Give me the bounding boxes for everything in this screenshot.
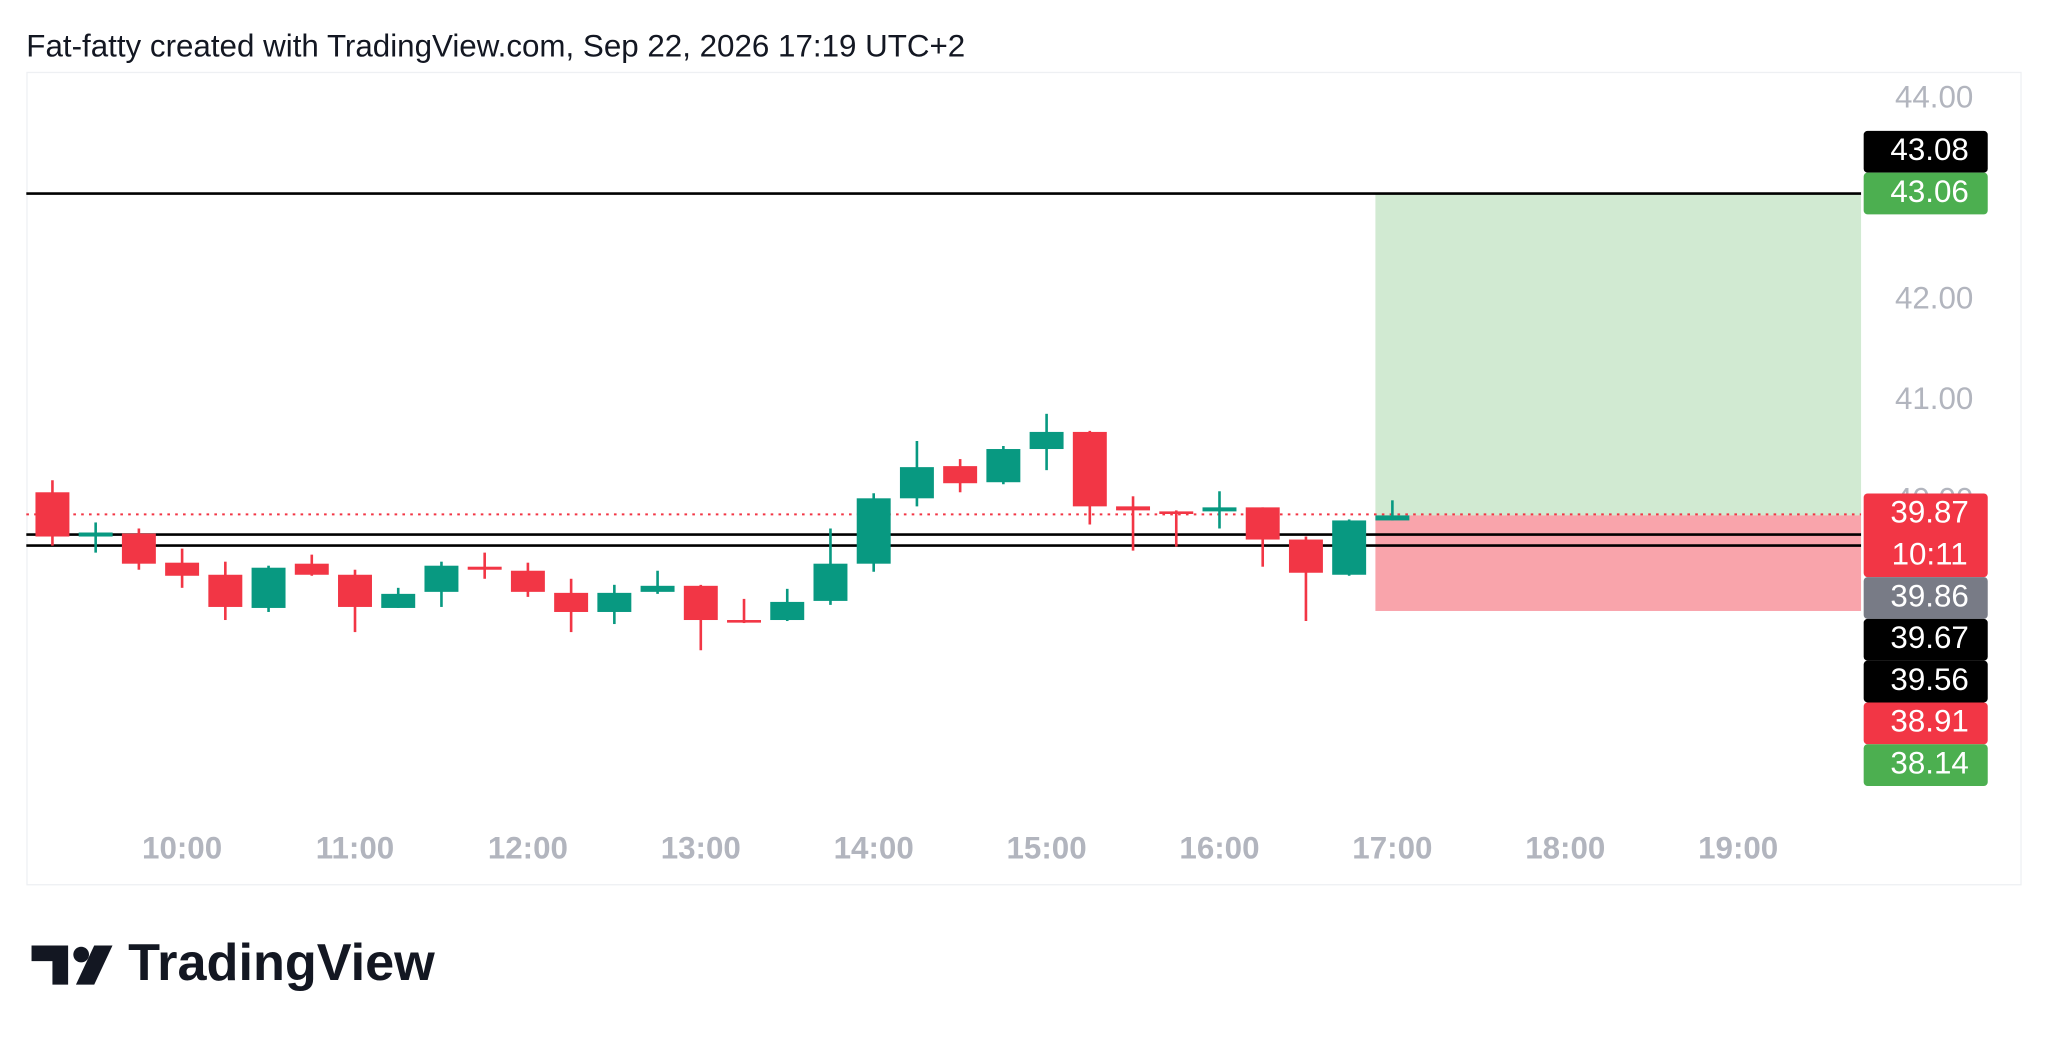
logo-mark — [31, 945, 69, 985]
candle-body — [251, 567, 286, 608]
x-tick-label: 17:00 — [1352, 830, 1432, 865]
x-tick-label: 16:00 — [1179, 830, 1259, 865]
x-tick-label: 15:00 — [1007, 830, 1087, 865]
price-label-box — [1863, 493, 1988, 578]
candle-body — [338, 574, 372, 607]
price-label-text: 38.91 — [1890, 704, 1968, 739]
candle-body — [1332, 520, 1367, 575]
candle-body — [1245, 507, 1280, 540]
countdown: 10:11 — [1892, 536, 1968, 571]
candle-body — [770, 601, 805, 621]
candle-body — [35, 492, 70, 537]
candle-body — [208, 574, 243, 607]
price-label-text: 39.67 — [1890, 620, 1968, 655]
price-label-text: 43.08 — [1890, 132, 1968, 167]
x-tick-label: 19:00 — [1698, 830, 1778, 865]
price-label-box — [1863, 702, 1988, 745]
price-label-box — [1863, 577, 1988, 619]
price-label: 38.91 — [1863, 702, 1988, 745]
price-label-text: 43.06 — [1890, 174, 1968, 209]
candle-body — [597, 592, 632, 612]
logo-mark — [75, 945, 113, 985]
candle-body — [856, 498, 891, 564]
candle-body — [943, 466, 978, 484]
candle-body — [986, 449, 1021, 483]
candle-body — [467, 566, 502, 570]
x-tick-label: 10:00 — [142, 830, 222, 865]
price-label-box — [1863, 172, 1988, 215]
price-label: 39.86 — [1863, 577, 1988, 619]
candle-body — [121, 533, 156, 564]
x-tick-label: 14:00 — [834, 830, 914, 865]
price-label-text: 39.87 — [1890, 495, 1968, 530]
logo-mark — [73, 946, 89, 963]
price-label-box — [1863, 618, 1988, 661]
candle-body — [640, 585, 675, 592]
x-tick-label: 12:00 — [488, 830, 568, 865]
x-tick-label: 13:00 — [661, 830, 741, 865]
price-label-box — [1863, 744, 1988, 787]
candle-body — [1072, 431, 1107, 507]
y-tick-label: 41.00 — [1895, 381, 1973, 416]
price-label-text: 38.14 — [1890, 745, 1968, 780]
candle-body — [554, 592, 589, 612]
candle-body — [1029, 431, 1064, 450]
plot: 44.0043.0042.0041.0040.0039.0038.0010:00… — [26, 79, 1988, 865]
candle-body — [424, 565, 459, 592]
candle-body — [294, 563, 329, 575]
y-tick-label: 42.00 — [1895, 280, 1973, 315]
brand-logo: TradingView — [31, 934, 435, 992]
candle-body — [1202, 507, 1237, 512]
x-tick-label: 18:00 — [1525, 830, 1605, 865]
profit-zone — [1375, 193, 1862, 516]
price-label-box — [1863, 130, 1988, 173]
brand-name: TradingView — [128, 934, 435, 992]
price-label: 39.87 10:11 — [1863, 493, 1988, 578]
price-label: 39.67 — [1863, 618, 1988, 661]
candle-body — [510, 570, 545, 592]
candle-body — [813, 563, 848, 601]
chart-title: Fat-fatty created with TradingView.com, … — [26, 29, 965, 64]
candle-body — [1159, 511, 1194, 515]
price-label: 38.14 — [1863, 744, 1988, 787]
price-label-text: 39.86 — [1890, 578, 1968, 613]
price-label-text: 39.56 — [1890, 662, 1968, 697]
x-tick-label: 11:00 — [316, 830, 394, 865]
candle-body — [1375, 515, 1410, 521]
candle-body — [1116, 506, 1151, 511]
loss-zone — [1375, 515, 1862, 611]
candle-body — [683, 585, 718, 621]
price-label: 43.08 — [1863, 130, 1988, 173]
price-label: 43.06 — [1863, 172, 1988, 215]
candle-body — [1288, 539, 1323, 573]
price-label-box — [1863, 660, 1988, 703]
candle-body — [899, 467, 934, 499]
chart-frame — [26, 71, 2022, 886]
candle-body — [78, 532, 113, 537]
candle-body — [727, 620, 761, 623]
y-tick-label: 44.00 — [1895, 79, 1973, 114]
candle-body — [381, 593, 416, 608]
price-label: 39.56 — [1863, 660, 1988, 703]
candle-body — [165, 562, 200, 576]
